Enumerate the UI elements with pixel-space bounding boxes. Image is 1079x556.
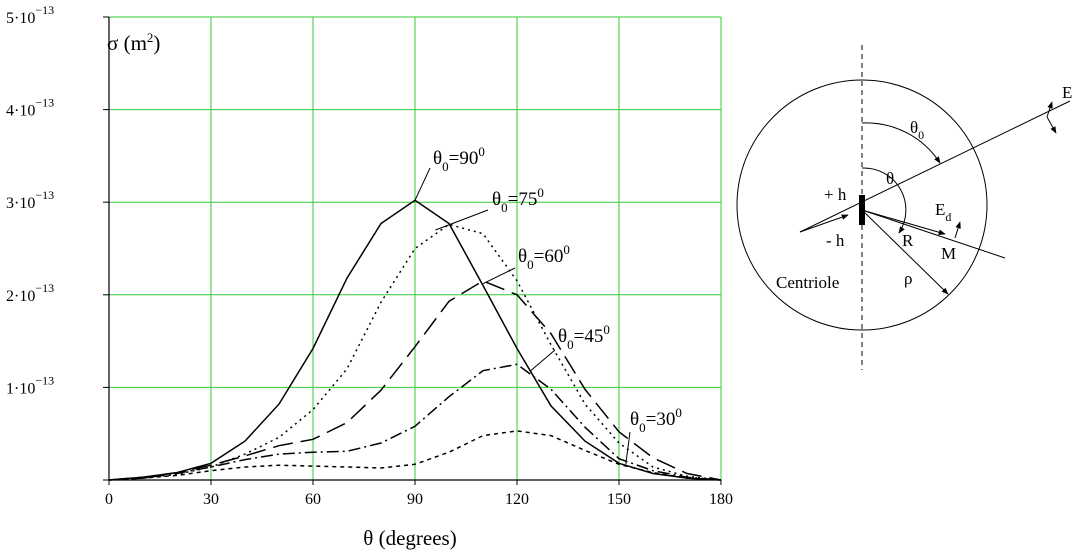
incident-arrow-in	[800, 215, 848, 232]
theta0-arc	[862, 123, 940, 163]
E-field-arrow-up	[1047, 102, 1052, 117]
label-plus-h: + h	[824, 185, 847, 204]
label-centriole: Centriole	[776, 273, 839, 292]
label-theta: θ	[886, 169, 894, 188]
Ed-arrow	[955, 222, 960, 238]
label-minus-h: - h	[826, 231, 845, 250]
label-theta0: θ0	[910, 118, 924, 142]
theta-arc	[862, 168, 906, 233]
label-rho: ρ	[904, 269, 912, 288]
label-Ed: Ed	[935, 200, 951, 224]
label-E: E	[1062, 83, 1072, 102]
label-R: R	[902, 231, 914, 250]
E-field-arrow	[1047, 117, 1056, 133]
label-M: M	[941, 244, 956, 263]
